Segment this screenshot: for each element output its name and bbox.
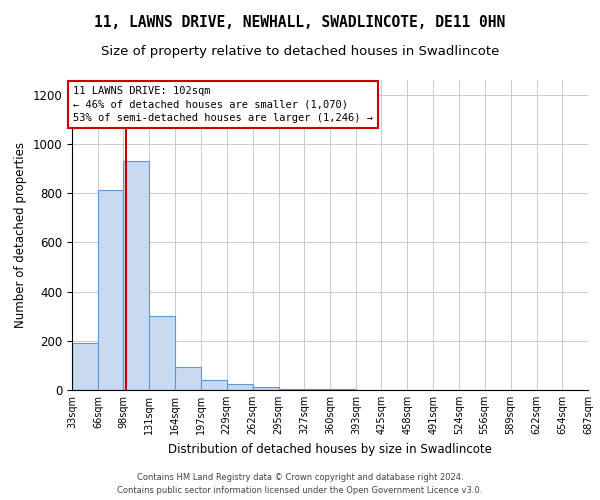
Text: 11 LAWNS DRIVE: 102sqm
← 46% of detached houses are smaller (1,070)
53% of semi-: 11 LAWNS DRIVE: 102sqm ← 46% of detached… [73,86,373,122]
Bar [253,387,279,390]
Bar [123,161,149,390]
Bar [149,316,175,390]
X-axis label: Distribution of detached houses by size in Swadlincote: Distribution of detached houses by size … [168,442,492,456]
Bar [279,389,304,390]
Bar [72,342,98,390]
Bar [175,367,202,390]
Text: 11, LAWNS DRIVE, NEWHALL, SWADLINCOTE, DE11 0HN: 11, LAWNS DRIVE, NEWHALL, SWADLINCOTE, D… [94,15,506,30]
Bar [98,190,123,390]
Text: Size of property relative to detached houses in Swadlincote: Size of property relative to detached ho… [101,45,499,58]
Bar [202,380,227,390]
Y-axis label: Number of detached properties: Number of detached properties [14,142,27,328]
Text: Contains HM Land Registry data © Crown copyright and database right 2024.
Contai: Contains HM Land Registry data © Crown c… [118,474,482,495]
Bar [227,384,253,390]
